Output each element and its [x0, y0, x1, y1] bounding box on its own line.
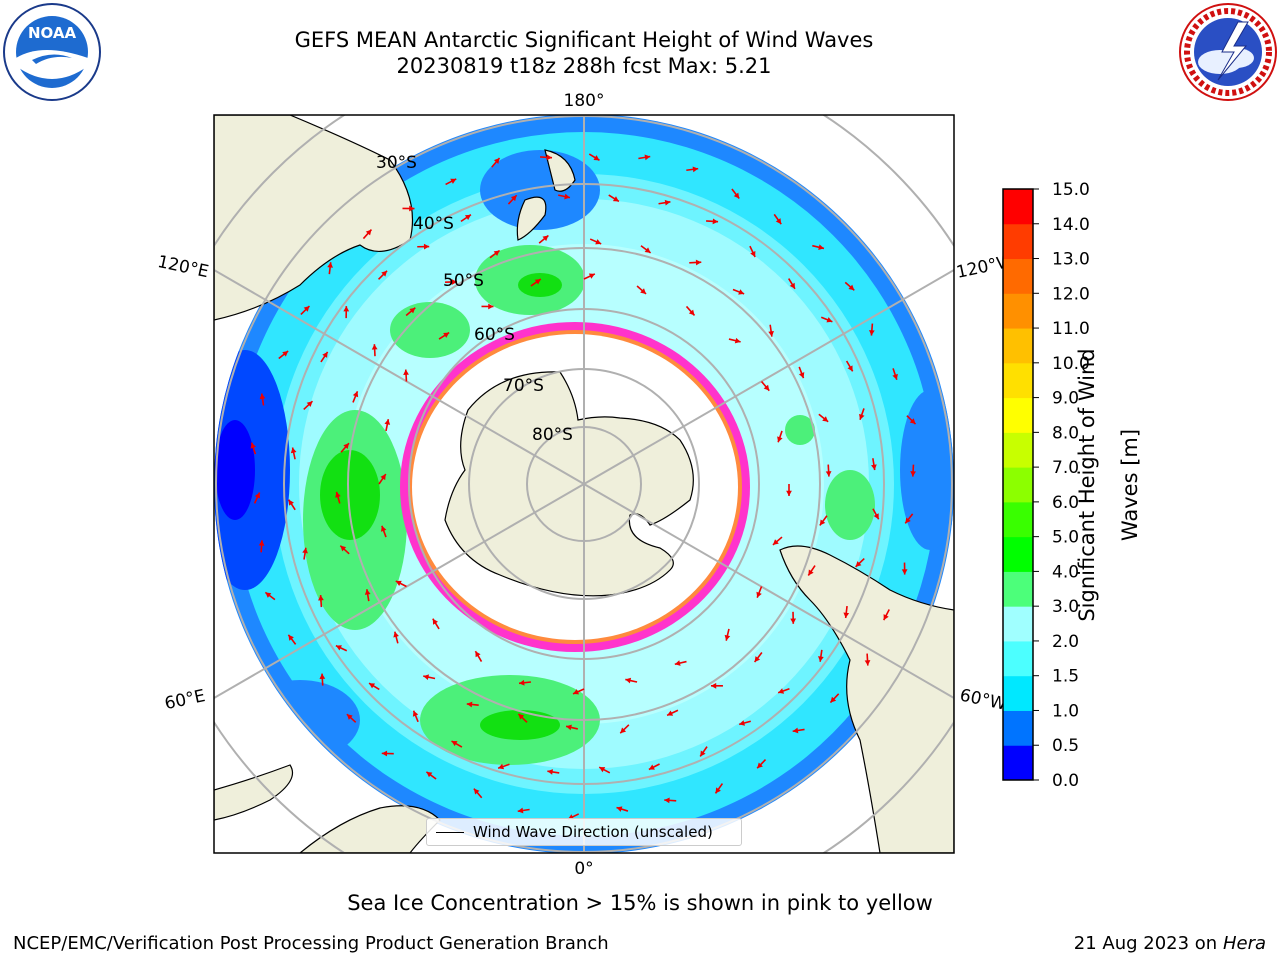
producer-credit: NCEP/EMC/Verification Post Processing Pr…: [13, 933, 609, 954]
colorbar-tick-label: 12.0: [1052, 284, 1090, 304]
colorbar-segment: [1003, 537, 1033, 572]
colorbar-segment: [1003, 363, 1033, 398]
colorbar-tick-label: 0.0: [1052, 771, 1079, 791]
colorbar-segment: [1003, 571, 1033, 606]
colorbar-segment: [1003, 641, 1033, 676]
colorbar-segment: [1003, 328, 1033, 363]
machine-name: Hera: [1223, 933, 1266, 954]
colorbar-tick-label: 0.5: [1052, 736, 1079, 756]
colorbar-tick-label: 15.0: [1052, 180, 1090, 200]
colorbar-segment: [1003, 467, 1033, 502]
colorbar-segment: [1003, 293, 1033, 328]
colorbar-segment: [1003, 259, 1033, 294]
colorbar-segment: [1003, 676, 1033, 711]
colorbar-segment: [1003, 189, 1033, 224]
colorbar-tick-label: 1.5: [1052, 667, 1079, 687]
colorbar-segment: [1003, 398, 1033, 433]
run-date-text: 21 Aug 2023 on: [1074, 933, 1217, 954]
colorbar-label-line2: Waves [m]: [1118, 335, 1142, 635]
colorbar-segment: [1003, 606, 1033, 641]
colorbar-segment: [1003, 502, 1033, 537]
colorbar-tick-label: 13.0: [1052, 250, 1090, 270]
colorbar-tick-label: 1.0: [1052, 701, 1079, 721]
colorbar-label-line1: Significant Height of Wind: [1075, 335, 1099, 635]
sea-ice-note: Sea Ice Concentration > 15% is shown in …: [0, 891, 1280, 915]
run-date: 21 Aug 2023 on Hera: [1074, 933, 1266, 954]
colorbar-segment: [1003, 710, 1033, 745]
colorbar-segment: [1003, 432, 1033, 467]
colorbar-segment: [1003, 224, 1033, 259]
colorbar-segment: [1003, 745, 1033, 780]
colorbar-tick-label: 14.0: [1052, 215, 1090, 235]
